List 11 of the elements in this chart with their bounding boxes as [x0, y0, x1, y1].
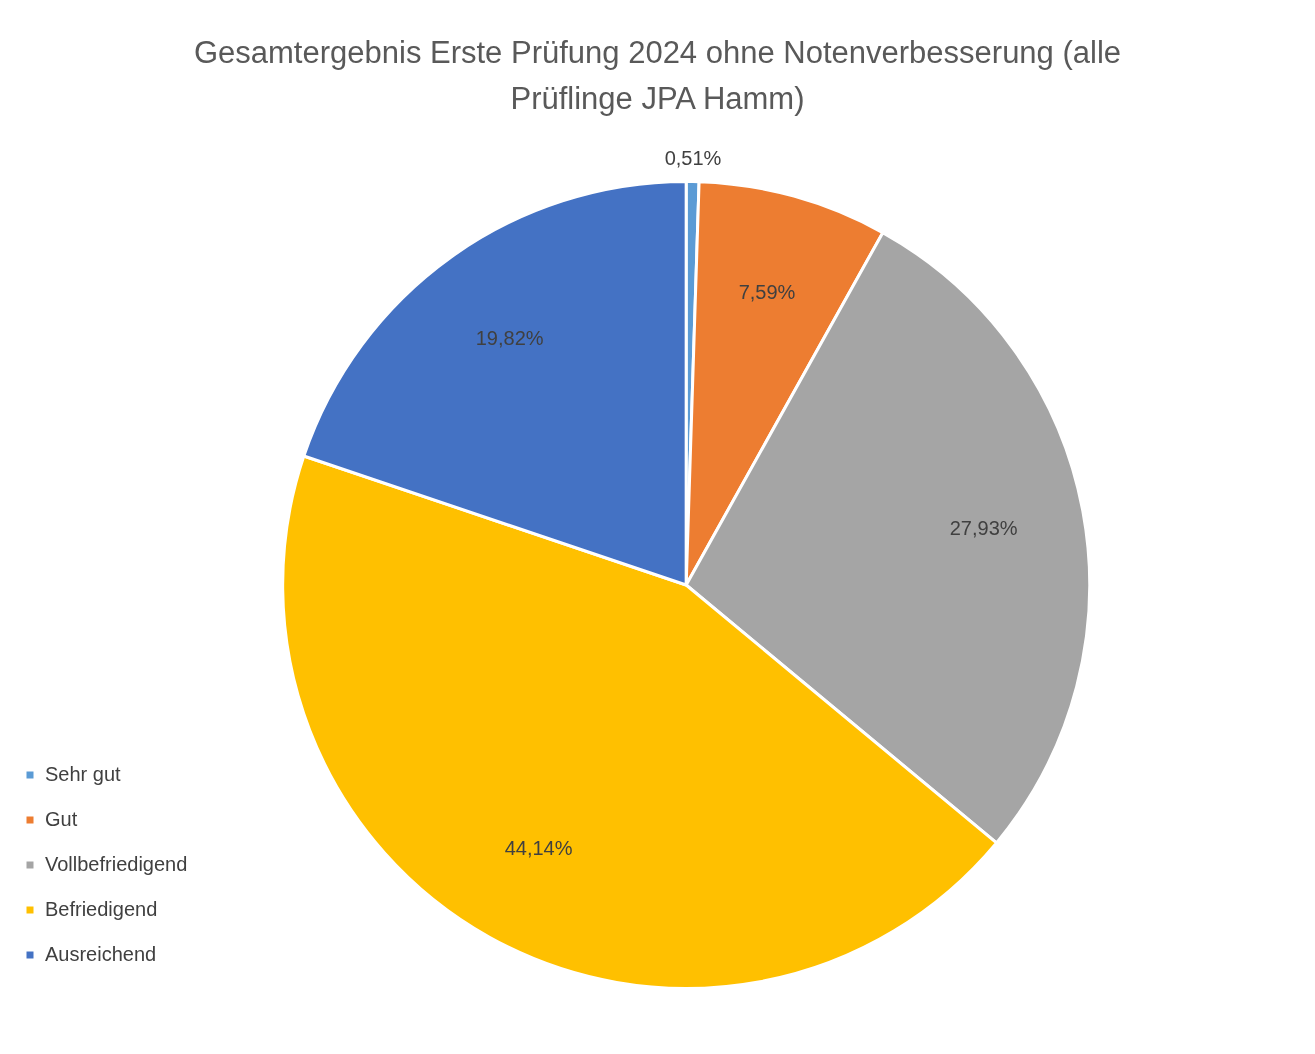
- legend-label: Vollbefriedigend: [45, 852, 188, 875]
- data-label: 19,82%: [475, 326, 544, 349]
- data-label: 44,14%: [504, 836, 573, 859]
- data-label: 0,51%: [664, 147, 722, 170]
- data-label: 7,59%: [738, 280, 796, 303]
- legend-label: Sehr gut: [45, 762, 122, 785]
- chart-title: Gesamtergebnis Erste Prüfung 2024 ohne Notenverbesserung (alle Prüflinge JPA Hamm): [192, 34, 1123, 118]
- data-label: 27,93%: [949, 517, 1018, 540]
- legend-label: Gut: [45, 807, 78, 830]
- legend-label: Ausreichend: [45, 942, 157, 965]
- legend-label: Befriedigend: [45, 897, 158, 920]
